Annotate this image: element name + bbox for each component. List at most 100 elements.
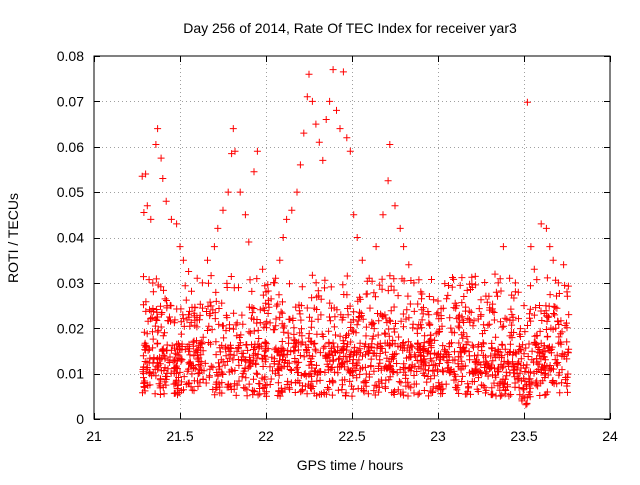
data-point-marker (490, 379, 498, 387)
data-point-marker (375, 378, 383, 386)
data-point-marker (441, 280, 449, 288)
data-point-marker (284, 377, 292, 385)
data-point-marker (297, 316, 305, 324)
data-point-marker (347, 324, 355, 331)
data-point-marker (304, 343, 312, 351)
data-point-marker (382, 384, 389, 392)
data-point-marker (334, 386, 342, 394)
data-point-marker (319, 344, 327, 352)
data-point-marker (404, 338, 412, 346)
data-point-marker (461, 362, 469, 370)
data-point-marker (205, 373, 213, 381)
data-point-marker (420, 339, 428, 347)
data-point-marker (478, 347, 486, 355)
data-point-marker (367, 355, 375, 363)
data-point-marker (349, 385, 357, 393)
data-point-marker (545, 313, 553, 321)
data-point-marker (277, 308, 285, 316)
data-point-marker (161, 329, 168, 337)
data-point-marker (242, 374, 250, 382)
data-point-marker (351, 343, 359, 351)
data-point-marker (534, 382, 542, 390)
data-point-marker (464, 314, 472, 322)
data-point-marker (402, 371, 410, 379)
data-point-marker (413, 368, 421, 375)
data-point-marker (333, 306, 341, 314)
data-point-marker (305, 361, 313, 369)
data-point-marker (292, 365, 300, 373)
data-point-marker (496, 275, 504, 283)
data-point-marker (432, 354, 440, 362)
data-point-marker (239, 369, 247, 377)
data-point-marker (319, 156, 327, 164)
data-point-marker (317, 311, 325, 319)
data-point-marker (349, 316, 357, 324)
data-point-marker (145, 345, 153, 353)
data-point-marker (430, 361, 438, 369)
data-point-marker (264, 281, 272, 289)
data-point-marker (455, 339, 463, 347)
data-point-marker (460, 329, 468, 337)
data-point-marker (198, 279, 206, 287)
data-point-marker (278, 388, 286, 396)
data-point-marker (430, 372, 438, 380)
data-point-marker (227, 273, 235, 280)
data-point-marker (163, 297, 170, 304)
data-point-marker (555, 333, 563, 341)
data-point-marker (259, 363, 267, 370)
data-point-marker (530, 311, 538, 319)
data-point-marker (406, 300, 414, 308)
data-point-marker (496, 392, 504, 400)
data-point-marker (528, 347, 536, 355)
data-point-marker (187, 318, 195, 326)
data-point-marker (308, 372, 315, 380)
data-point-marker (312, 367, 319, 375)
data-point-marker (279, 345, 287, 353)
data-point-marker (254, 326, 262, 334)
data-point-marker (240, 384, 248, 392)
data-point-marker (243, 392, 251, 400)
data-point-marker (171, 316, 179, 324)
data-point-marker (249, 346, 257, 353)
data-point-marker (550, 380, 558, 388)
data-point-marker (546, 362, 554, 369)
data-point-marker (231, 147, 239, 155)
data-point-marker (140, 328, 148, 336)
data-point-marker (487, 352, 495, 360)
data-point-marker (536, 302, 543, 309)
data-point-marker (144, 346, 152, 354)
data-point-marker (335, 355, 342, 363)
data-point-marker (370, 325, 378, 333)
data-point-marker (316, 391, 324, 398)
data-point-marker (296, 161, 304, 169)
data-point-marker (197, 362, 205, 370)
data-point-marker (461, 390, 469, 398)
data-point-marker (206, 298, 214, 306)
data-point-marker (348, 392, 356, 400)
data-point-marker (326, 97, 334, 105)
data-point-marker (428, 387, 436, 395)
data-point-marker (147, 215, 155, 223)
data-point-marker (553, 359, 560, 367)
data-point-marker (350, 308, 358, 316)
data-point-marker (468, 273, 476, 281)
data-point-marker (399, 339, 407, 346)
data-point-marker (447, 368, 455, 376)
data-point-marker (233, 319, 241, 327)
data-point-marker (223, 284, 231, 291)
data-point-marker (307, 323, 315, 331)
data-point-marker (264, 310, 272, 317)
data-point-marker (275, 291, 283, 299)
data-point-marker (561, 281, 569, 289)
data-point-marker (392, 320, 399, 327)
data-point-marker (421, 359, 429, 367)
data-point-marker (407, 277, 415, 284)
data-point-marker (381, 329, 389, 337)
data-point-marker (505, 392, 513, 400)
data-point-marker (511, 279, 519, 287)
data-point-marker (326, 317, 334, 325)
data-point-marker (385, 332, 393, 340)
data-point-marker (252, 369, 260, 377)
data-point-marker (255, 335, 263, 342)
data-point-marker (487, 361, 495, 369)
